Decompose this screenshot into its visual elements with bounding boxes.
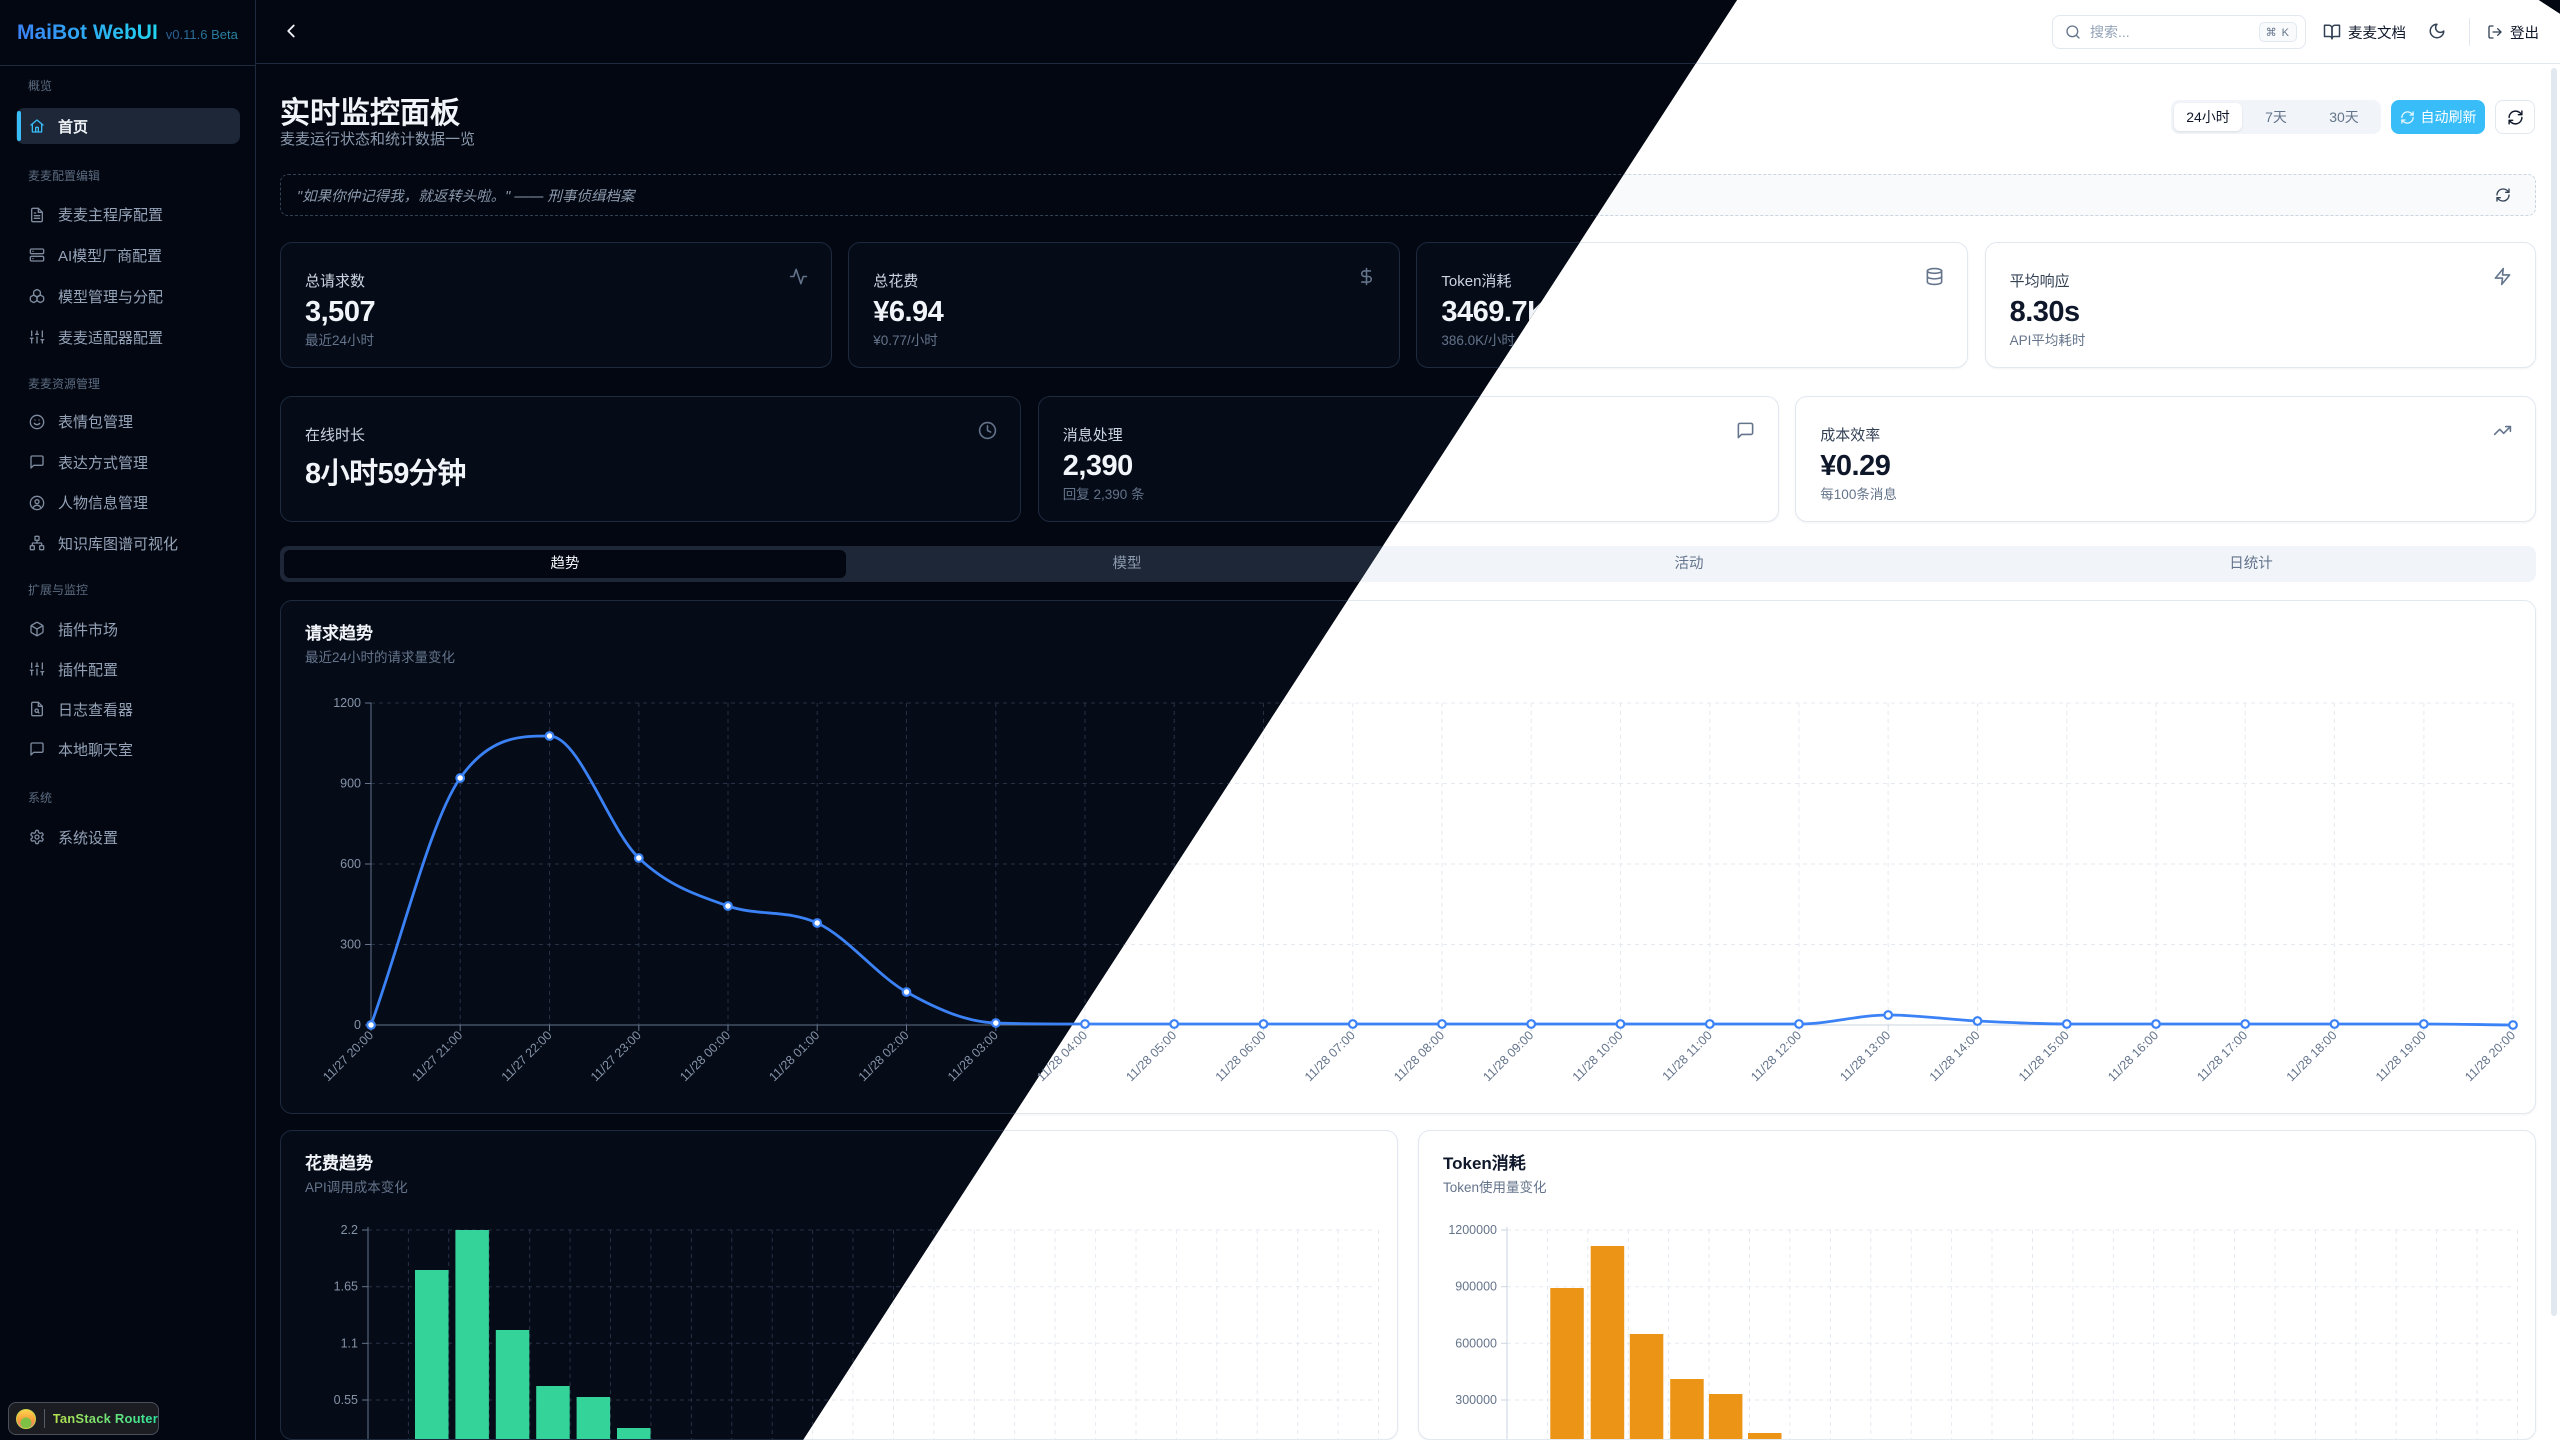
svg-text:11/27 23:00: 11/27 23:00 bbox=[588, 1028, 644, 1084]
svg-text:11/28 03:00: 11/28 03:00 bbox=[945, 1028, 1001, 1084]
svg-text:900: 900 bbox=[340, 777, 361, 791]
svg-text:2.2: 2.2 bbox=[341, 1223, 358, 1237]
svg-text:11/28 05:00: 11/28 05:00 bbox=[1123, 1028, 1179, 1084]
svg-text:11/28 11:00: 11/28 11:00 bbox=[1660, 1028, 1715, 1083]
svg-text:11/28 20:00: 11/28 20:00 bbox=[2462, 1028, 2518, 1084]
svg-text:1200000: 1200000 bbox=[1448, 1223, 1497, 1237]
svg-text:600000: 600000 bbox=[1455, 1336, 1497, 1350]
svg-text:600: 600 bbox=[340, 857, 361, 871]
svg-text:0: 0 bbox=[354, 1018, 361, 1032]
svg-text:11/27 20:00: 11/27 20:00 bbox=[320, 1028, 376, 1084]
svg-text:11/28 12:00: 11/28 12:00 bbox=[1748, 1028, 1804, 1084]
svg-text:11/28 16:00: 11/28 16:00 bbox=[2105, 1028, 2161, 1084]
svg-text:11/28 02:00: 11/28 02:00 bbox=[856, 1028, 912, 1084]
svg-text:11/28 19:00: 11/28 19:00 bbox=[2373, 1028, 2429, 1084]
svg-text:900000: 900000 bbox=[1455, 1280, 1497, 1294]
svg-text:0.55: 0.55 bbox=[334, 1393, 358, 1407]
svg-text:1.1: 1.1 bbox=[341, 1336, 358, 1350]
svg-text:11/28 00:00: 11/28 00:00 bbox=[677, 1028, 733, 1084]
svg-text:300000: 300000 bbox=[1455, 1393, 1497, 1407]
svg-text:11/28 01:00: 11/28 01:00 bbox=[766, 1028, 822, 1084]
svg-text:300: 300 bbox=[340, 938, 361, 952]
svg-text:11/27 22:00: 11/27 22:00 bbox=[499, 1028, 555, 1084]
svg-text:11/28 15:00: 11/28 15:00 bbox=[2016, 1028, 2072, 1084]
svg-text:1.65: 1.65 bbox=[334, 1280, 358, 1294]
svg-text:1200: 1200 bbox=[333, 696, 361, 710]
svg-text:11/28 09:00: 11/28 09:00 bbox=[1480, 1028, 1536, 1084]
svg-text:11/28 17:00: 11/28 17:00 bbox=[2194, 1028, 2250, 1084]
svg-text:11/28 10:00: 11/28 10:00 bbox=[1570, 1028, 1626, 1084]
svg-text:11/28 14:00: 11/28 14:00 bbox=[1927, 1028, 1983, 1084]
svg-text:11/28 08:00: 11/28 08:00 bbox=[1391, 1028, 1447, 1084]
svg-text:11/28 06:00: 11/28 06:00 bbox=[1213, 1028, 1269, 1084]
svg-text:11/27 21:00: 11/27 21:00 bbox=[409, 1028, 465, 1084]
svg-text:11/28 07:00: 11/28 07:00 bbox=[1302, 1028, 1358, 1084]
svg-text:11/28 13:00: 11/28 13:00 bbox=[1837, 1028, 1893, 1084]
svg-text:11/28 18:00: 11/28 18:00 bbox=[2284, 1028, 2340, 1084]
